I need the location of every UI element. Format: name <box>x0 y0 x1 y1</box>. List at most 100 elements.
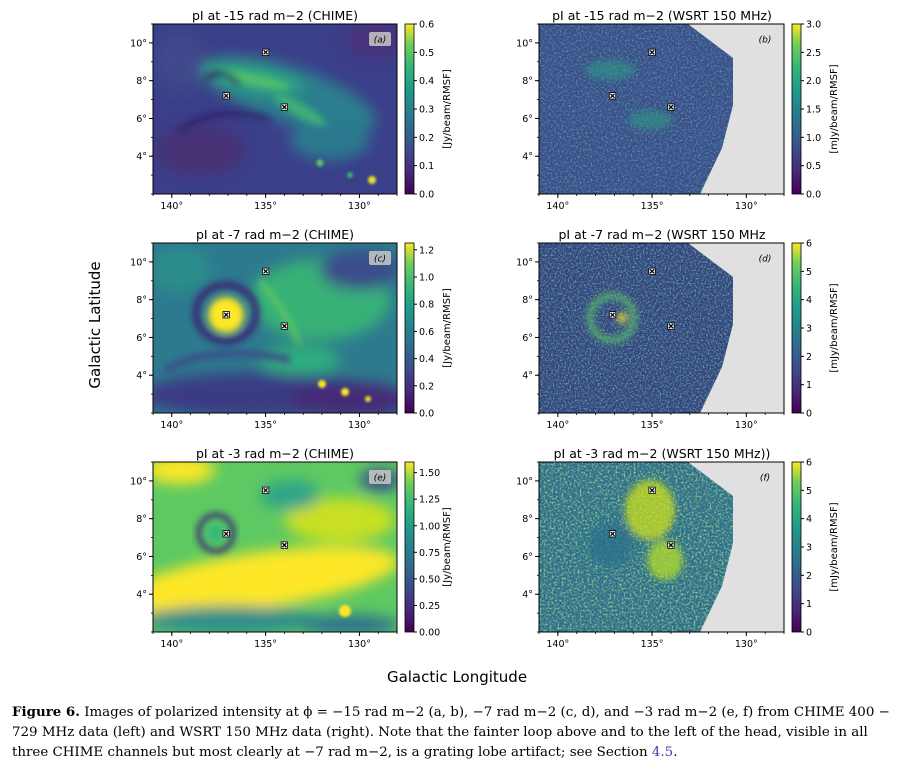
y-tick-label-b-3: 4° <box>522 152 533 163</box>
cbar-tick-label-e-6: 1.50 <box>419 468 440 479</box>
source-marker-c-2 <box>280 322 289 330</box>
figure-caption: Figure 6. Images of polarized intensity … <box>12 702 904 763</box>
cbar-label-b: [mJy/beam/RMSF] <box>829 64 840 153</box>
source-marker-c-0 <box>261 267 270 276</box>
cbar-label-e: [Jy/beam/RMSF] <box>442 507 453 587</box>
y-tick-label-d-3: 4° <box>522 371 533 382</box>
cbar-tick-label-f-4: 4 <box>806 514 812 525</box>
panel-b-label: (b) <box>759 36 772 46</box>
cbar-tick-label-a-3: 0.3 <box>419 105 434 116</box>
x-tick-label-e-2: 130° <box>348 639 371 650</box>
panel-f-image <box>539 462 733 632</box>
y-tick-label-f-2: 6° <box>522 552 533 563</box>
y-tick-label-d-0: 10° <box>516 257 533 268</box>
cbar-tick-label-a-4: 0.4 <box>419 76 434 87</box>
cbar-tick-label-a-0: 0.0 <box>419 190 434 201</box>
y-tick-label-f-1: 8° <box>522 514 533 525</box>
cbar-tick-label-d-2: 2 <box>806 352 812 363</box>
source-marker-d-0 <box>648 267 656 276</box>
y-tick-label-b-1: 8° <box>522 76 533 87</box>
y-tick-label-d-2: 6° <box>522 333 533 344</box>
panel-e: (e) pI at -3 rad m−2 (CHIME) <box>152 446 398 633</box>
x-axis-title: Galactic Longitude <box>386 668 528 686</box>
cbar-tick-label-c-2: 0.4 <box>419 354 434 365</box>
cbar-tick-label-f-3: 3 <box>806 543 812 554</box>
panel-a-image <box>153 24 397 194</box>
panel-b: (b) pI at -15 rad m−2 (WSRT 150 MHz) <box>538 8 785 195</box>
source-marker-a-0 <box>261 48 270 57</box>
panel-b-image <box>539 24 733 194</box>
panel-d-image <box>539 243 733 413</box>
x-tick-label-d-1: 135° <box>641 420 664 431</box>
caption-label: Figure 6. <box>12 704 80 720</box>
panel-d-title: pI at -7 rad m−2 (WSRT 150 MHz <box>559 227 766 242</box>
y-tick-label-d-1: 8° <box>522 295 533 306</box>
y-tick-label-a-1: 8° <box>136 76 147 87</box>
y-tick-label-e-0: 10° <box>130 476 147 487</box>
cbar-tick-label-a-2: 0.2 <box>419 133 434 144</box>
colorbar-d <box>791 242 802 414</box>
x-tick-label-f-1: 135° <box>641 639 664 650</box>
cbar-tick-label-b-2: 1.0 <box>806 133 821 144</box>
source-marker-c-1 <box>222 310 231 319</box>
panel-f-title: pI at -3 rad m−2 (WSRT 150 MHz)) <box>554 446 771 461</box>
cbar-tick-label-c-1: 0.2 <box>419 381 434 392</box>
figure: (a) pI at -15 rad m−2 (CHIME) (b) pI at … <box>86 8 840 650</box>
cbar-tick-label-c-3: 0.6 <box>419 327 434 338</box>
panel-a-label: (a) <box>374 36 387 46</box>
panel-b-title: pI at -15 rad m−2 (WSRT 150 MHz) <box>552 8 772 23</box>
cbar-label-c: [Jy/beam/RMSF] <box>442 288 453 368</box>
x-tick-label-c-0: 140° <box>160 420 183 431</box>
panel-e-label: (e) <box>374 474 387 484</box>
cbar-tick-label-b-5: 2.5 <box>806 48 821 59</box>
y-tick-label-e-1: 8° <box>136 514 147 525</box>
cbar-tick-label-c-0: 0.0 <box>419 409 434 420</box>
x-tick-label-f-0: 140° <box>546 639 569 650</box>
y-tick-label-c-1: 8° <box>136 295 147 306</box>
y-tick-label-a-0: 10° <box>130 38 147 49</box>
x-tick-label-b-2: 130° <box>735 201 758 212</box>
x-tick-label-e-1: 135° <box>254 639 277 650</box>
cbar-tick-label-b-1: 0.5 <box>806 161 821 172</box>
y-tick-label-c-3: 4° <box>136 371 147 382</box>
panel-d-label: (d) <box>759 255 772 265</box>
x-tick-label-e-0: 140° <box>160 639 183 650</box>
x-tick-label-a-0: 140° <box>160 201 183 212</box>
cbar-tick-label-c-4: 0.8 <box>419 300 434 311</box>
x-tick-label-f-2: 130° <box>735 639 758 650</box>
colorbar-a <box>404 23 415 195</box>
cbar-tick-label-b-6: 3.0 <box>806 20 821 31</box>
cbar-tick-label-c-6: 1.2 <box>419 245 434 256</box>
x-tick-label-a-1: 135° <box>254 201 277 212</box>
source-marker-f-1 <box>608 529 617 538</box>
source-marker-e-0 <box>261 486 270 495</box>
cbar-tick-label-d-0: 0 <box>806 409 812 420</box>
y-tick-label-e-3: 4° <box>136 590 147 601</box>
source-marker-d-2 <box>667 322 675 330</box>
y-tick-label-c-2: 6° <box>136 333 147 344</box>
cbar-tick-label-f-0: 0 <box>806 628 812 639</box>
source-marker-f-2 <box>667 541 675 549</box>
cbar-tick-label-e-2: 0.50 <box>419 574 440 585</box>
colorbar-b <box>791 23 802 195</box>
cbar-tick-label-b-4: 2.0 <box>806 76 821 87</box>
cbar-label-d: [mJy/beam/RMSF] <box>829 283 840 372</box>
y-tick-label-a-2: 6° <box>136 114 147 125</box>
cbar-tick-label-e-1: 0.25 <box>419 601 440 612</box>
section-link[interactable]: 4.5 <box>651 745 674 760</box>
cbar-label-f: [mJy/beam/RMSF] <box>829 502 840 591</box>
cbar-tick-label-e-4: 1.00 <box>419 521 440 532</box>
y-tick-label-f-0: 10° <box>516 476 533 487</box>
cbar-tick-label-d-1: 1 <box>806 380 812 391</box>
y-tick-label-b-2: 6° <box>522 114 533 125</box>
cbar-tick-label-f-6: 6 <box>806 458 812 469</box>
panel-d: (d) pI at -7 rad m−2 (WSRT 150 MHz <box>538 227 785 414</box>
cbar-tick-label-d-6: 6 <box>806 239 812 250</box>
cbar-tick-label-e-3: 0.75 <box>419 548 440 559</box>
panel-c-image <box>153 243 397 413</box>
colorbar-e <box>404 461 415 633</box>
panel-e-title: pI at -3 rad m−2 (CHIME) <box>196 446 354 461</box>
source-marker-a-1 <box>222 91 231 100</box>
source-marker-b-1 <box>608 91 617 100</box>
cbar-tick-label-b-3: 1.5 <box>806 105 821 116</box>
